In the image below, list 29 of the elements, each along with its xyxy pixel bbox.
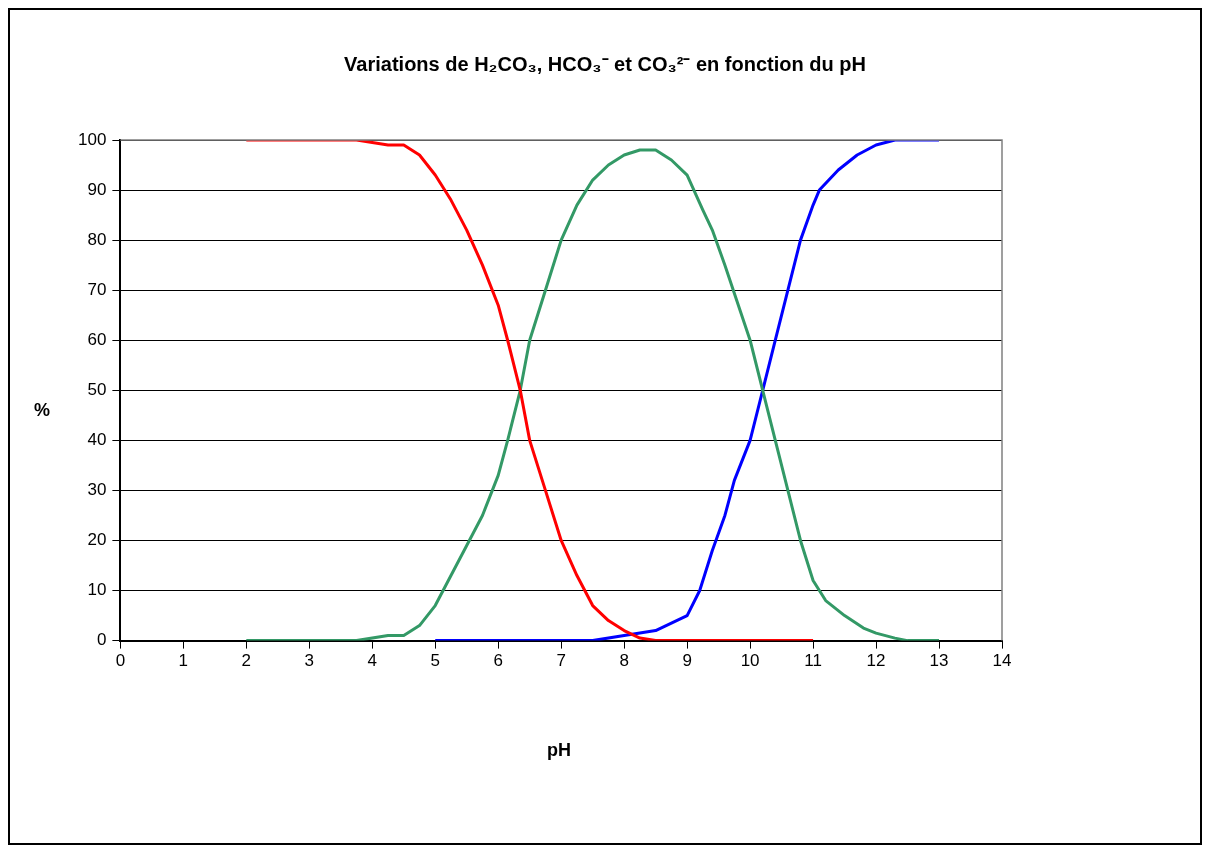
y-tick-label: 30 [87, 480, 107, 500]
x-tick-label: 6 [493, 651, 503, 671]
y-tick-label: 10 [87, 580, 107, 600]
x-tick-label: 11 [804, 651, 822, 671]
x-axis-title: pH [546, 740, 572, 761]
x-tick-label: 9 [682, 651, 692, 671]
x-tick-label: 1 [178, 651, 189, 671]
x-tick-label: 2 [241, 651, 252, 671]
x-tick-label: 14 [992, 651, 1012, 671]
x-tick-label: 10 [740, 651, 760, 671]
x-tick-label: 8 [619, 651, 629, 671]
x-tick-label: 13 [929, 651, 949, 671]
y-tick-label: 20 [87, 530, 107, 550]
chart-title: Variations de H₂CO₃, HCO₃⁻ et CO₃²⁻ en fonction du pH [343, 52, 867, 77]
y-tick-label: 90 [87, 179, 107, 199]
y-tick-label: 100 [77, 129, 107, 149]
y-tick-label: 80 [87, 229, 107, 249]
x-tick-label: 12 [866, 651, 886, 671]
y-tick-label: 50 [87, 379, 107, 399]
y-axis-title: % [34, 400, 51, 421]
x-tick-label: 3 [304, 651, 315, 671]
x-tick-label: 4 [367, 651, 377, 671]
x-tick-label: 7 [556, 651, 566, 671]
y-tick-label: 70 [87, 279, 107, 299]
y-tick-label: 0 [96, 630, 107, 650]
x-tick-label: 5 [430, 651, 440, 671]
y-tick-label: 40 [87, 430, 107, 450]
y-tick-label: 60 [87, 329, 107, 349]
x-tick-label: 0 [115, 651, 126, 671]
